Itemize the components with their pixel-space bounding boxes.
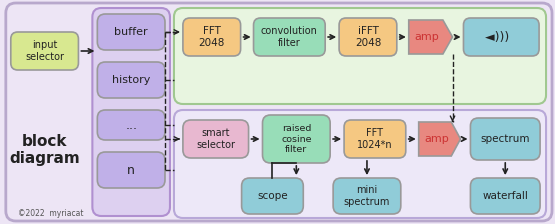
Polygon shape: [408, 20, 452, 54]
FancyBboxPatch shape: [97, 110, 165, 140]
Text: waterfall: waterfall: [482, 191, 528, 201]
FancyBboxPatch shape: [463, 18, 539, 56]
Text: block
diagram: block diagram: [9, 134, 80, 166]
Text: FFT
2048: FFT 2048: [199, 26, 225, 48]
Text: amp: amp: [424, 134, 449, 144]
Text: n: n: [127, 164, 135, 177]
Text: raised
cosine
filter: raised cosine filter: [281, 124, 311, 154]
FancyBboxPatch shape: [333, 178, 401, 214]
Text: smart
selector: smart selector: [196, 128, 235, 150]
Text: ©2022  myriacat: ©2022 myriacat: [18, 209, 83, 218]
Text: FFT
1024*n: FFT 1024*n: [357, 128, 393, 150]
FancyBboxPatch shape: [97, 62, 165, 98]
FancyBboxPatch shape: [92, 8, 170, 216]
Text: buffer: buffer: [114, 27, 148, 37]
FancyBboxPatch shape: [339, 18, 397, 56]
FancyBboxPatch shape: [263, 115, 330, 163]
FancyBboxPatch shape: [241, 178, 303, 214]
FancyBboxPatch shape: [174, 8, 546, 104]
FancyBboxPatch shape: [471, 178, 540, 214]
FancyBboxPatch shape: [254, 18, 325, 56]
FancyBboxPatch shape: [6, 3, 552, 221]
FancyBboxPatch shape: [471, 118, 540, 160]
Text: input
selector: input selector: [25, 40, 64, 62]
FancyBboxPatch shape: [174, 110, 546, 218]
Text: ...: ...: [125, 118, 137, 131]
Text: amp: amp: [414, 32, 439, 42]
FancyBboxPatch shape: [344, 120, 406, 158]
Text: ◄))): ◄))): [485, 30, 517, 43]
Text: history: history: [112, 75, 150, 85]
FancyBboxPatch shape: [97, 14, 165, 50]
Text: scope: scope: [257, 191, 287, 201]
Polygon shape: [418, 122, 461, 156]
Text: iFFT
2048: iFFT 2048: [355, 26, 381, 48]
FancyBboxPatch shape: [183, 120, 249, 158]
Text: spectrum: spectrum: [481, 134, 530, 144]
FancyBboxPatch shape: [97, 152, 165, 188]
FancyBboxPatch shape: [11, 32, 78, 70]
Text: 🐱: 🐱: [27, 183, 47, 202]
Text: mini
spectrum: mini spectrum: [344, 185, 390, 207]
FancyBboxPatch shape: [183, 18, 241, 56]
Text: convolution
filter: convolution filter: [261, 26, 318, 48]
